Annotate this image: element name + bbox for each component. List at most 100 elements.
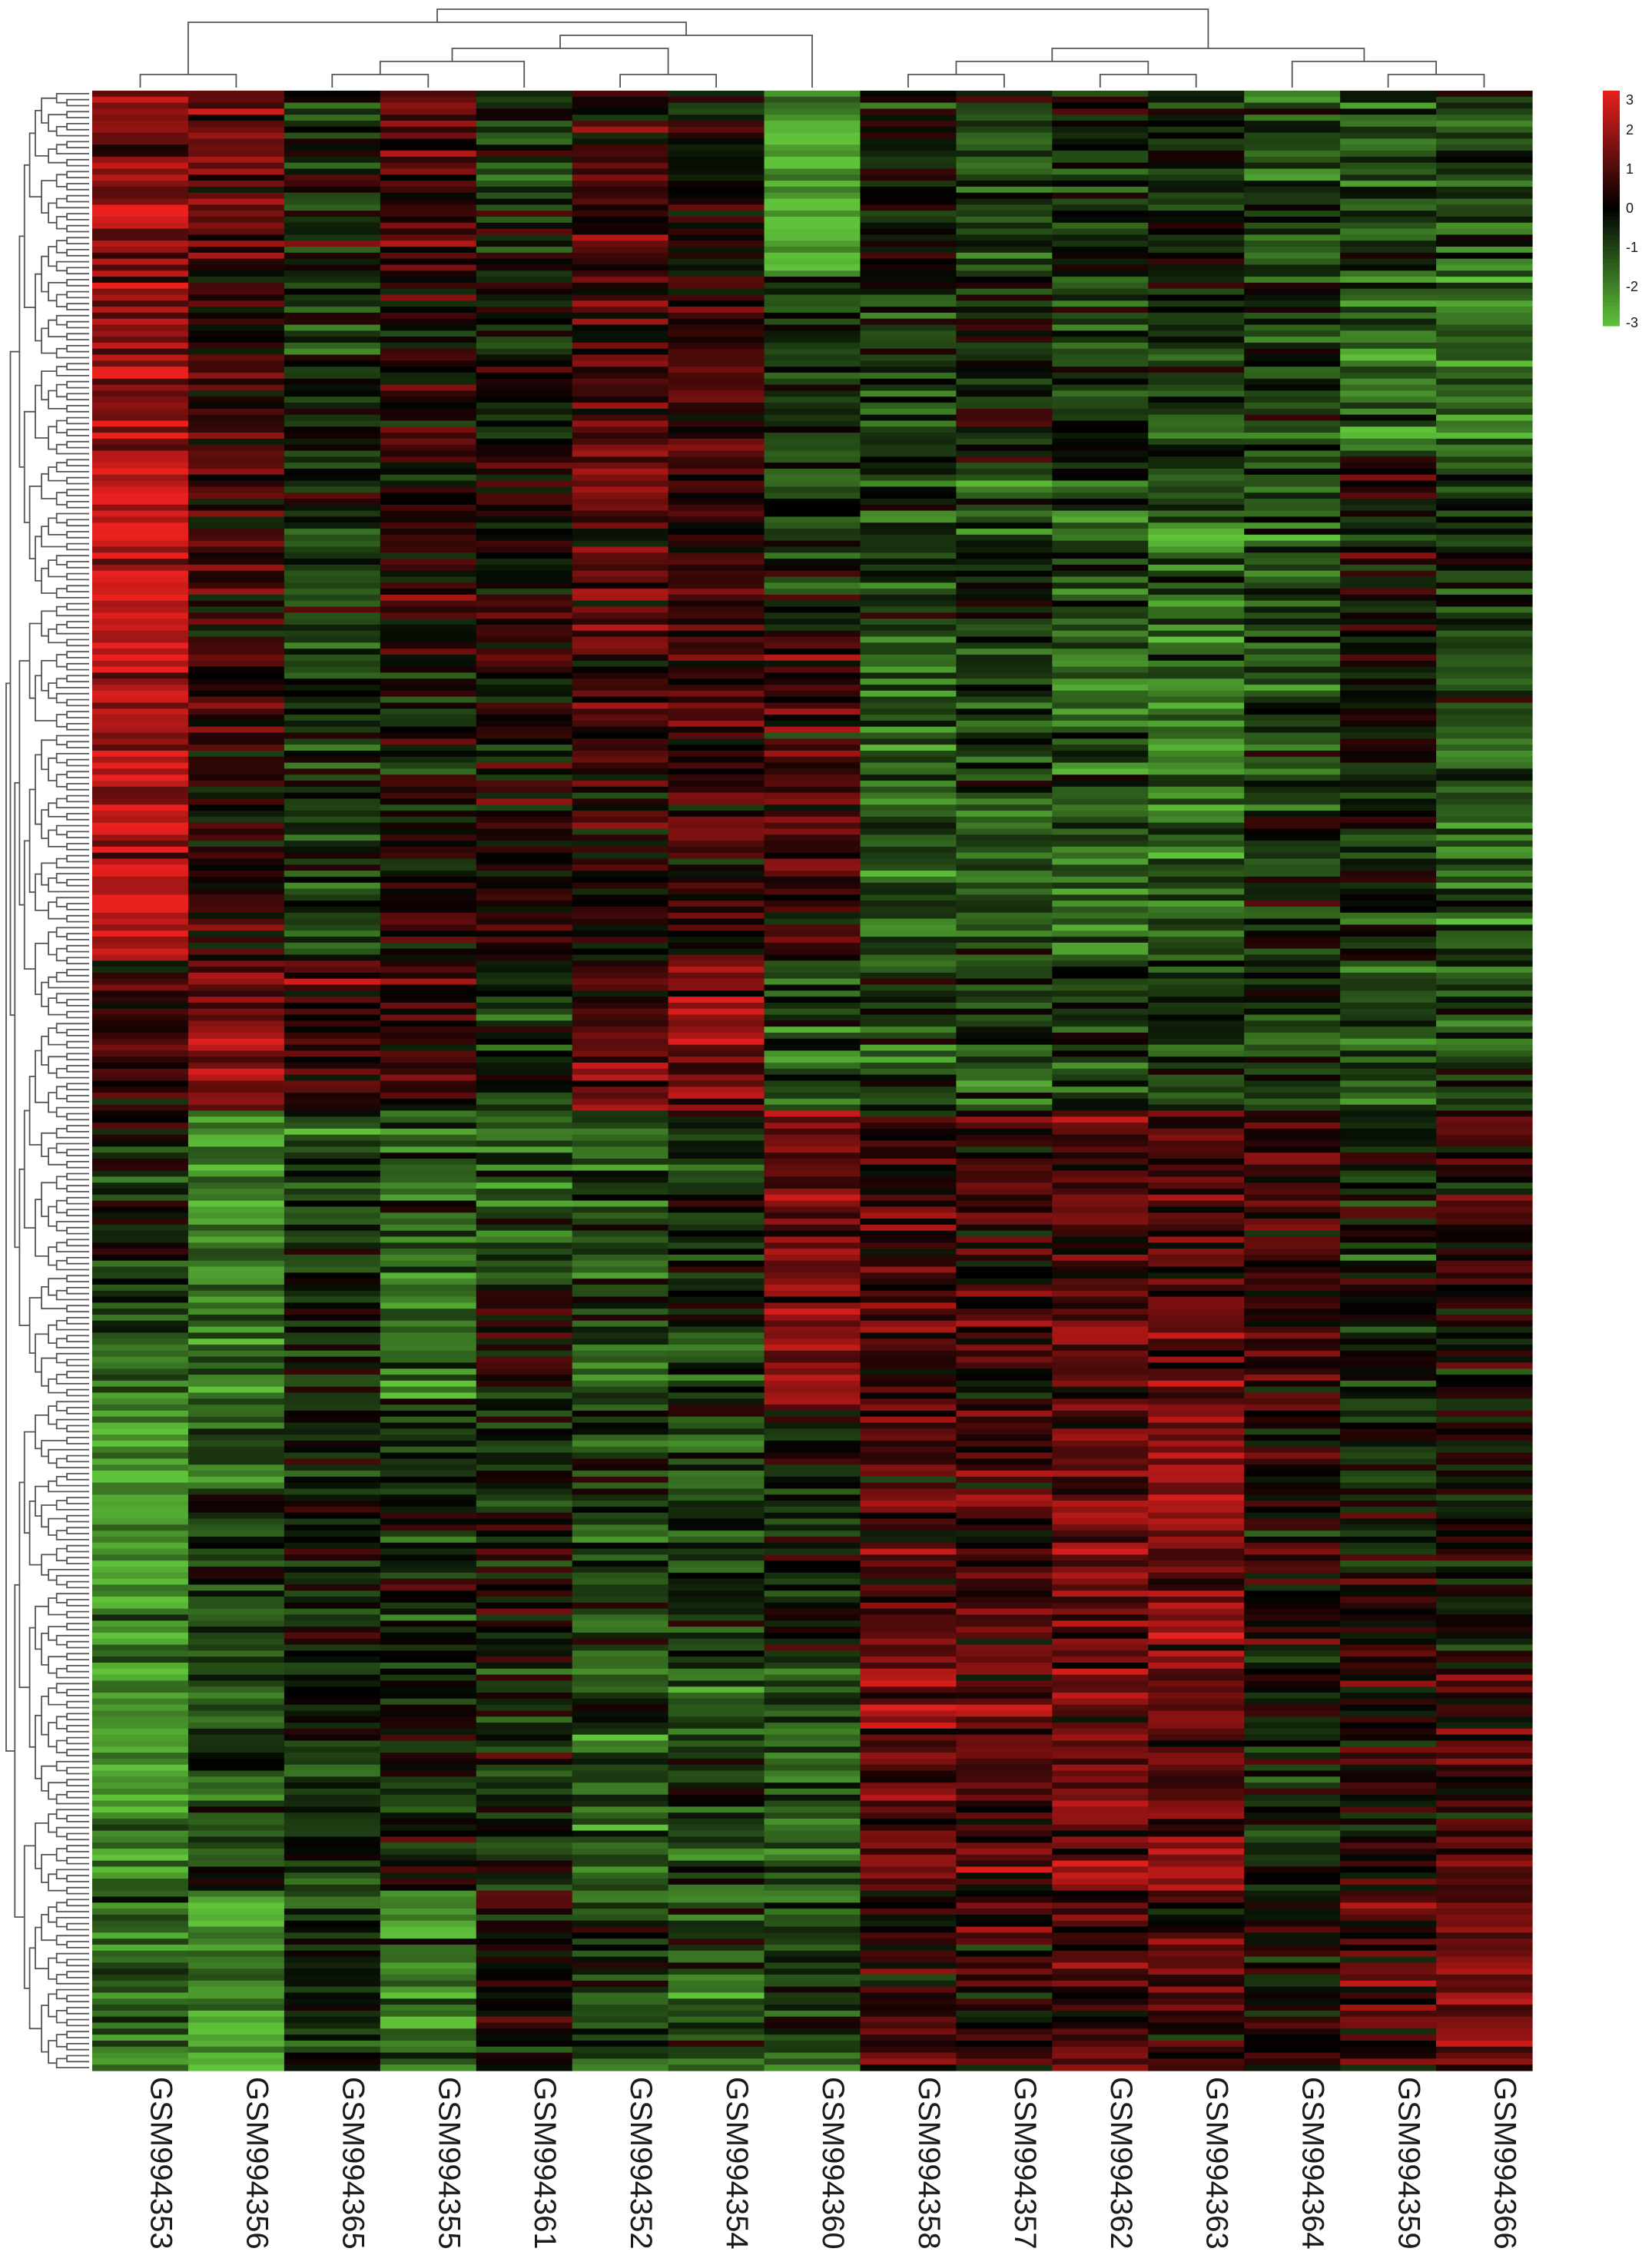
heatmap-cell <box>956 1686 1053 1693</box>
heatmap-cell <box>1148 894 1245 901</box>
heatmap-cell <box>668 715 765 721</box>
heatmap-cell <box>380 1753 477 1759</box>
heatmap-cell <box>380 1302 477 1309</box>
heatmap-cell <box>476 1038 573 1046</box>
heatmap-cell <box>956 337 1053 343</box>
heatmap-cell <box>572 1764 669 1772</box>
heatmap-cell <box>187 468 285 476</box>
heatmap-cell <box>1244 522 1341 529</box>
heatmap-cell <box>668 138 765 145</box>
heatmap-cell <box>380 559 477 565</box>
heatmap-cell <box>956 1128 1053 1136</box>
heatmap-cell <box>668 1753 765 1759</box>
heatmap-cell <box>284 1093 381 1099</box>
heatmap-cell <box>1148 1212 1245 1219</box>
heatmap-cell <box>380 1242 477 1249</box>
heatmap-cell <box>860 198 957 205</box>
heatmap-cell <box>860 468 957 476</box>
heatmap-cell <box>956 685 1053 691</box>
heatmap-cell <box>1148 696 1245 704</box>
heatmap-cell <box>1436 1308 1533 1315</box>
dendrogram-branch <box>55 240 68 254</box>
heatmap-cell <box>1052 408 1149 416</box>
heatmap-cell <box>668 1728 765 1736</box>
heatmap-cell <box>764 1278 861 1285</box>
heatmap-cell <box>92 1824 189 1832</box>
heatmap-cell <box>187 270 285 277</box>
heatmap-cell <box>1436 1896 1533 1903</box>
heatmap-cell <box>1436 559 1533 565</box>
heatmap-cell <box>668 1644 765 1651</box>
heatmap-cell <box>187 744 285 751</box>
heatmap-cell <box>1436 540 1533 548</box>
heatmap-cell <box>380 1693 477 1700</box>
heatmap-cell <box>1148 1014 1245 1022</box>
heatmap-cell <box>956 1266 1053 1273</box>
heatmap-cell <box>380 1932 477 1939</box>
heatmap-cell <box>860 504 957 512</box>
heatmap-cell <box>668 1567 765 1574</box>
heatmap-cell <box>1148 1782 1245 1789</box>
heatmap-cell <box>284 1693 381 1700</box>
heatmap-cell <box>1148 1614 1245 1621</box>
heatmap-cell <box>284 138 381 145</box>
heatmap-cell <box>1436 1753 1533 1759</box>
heatmap-cell <box>572 576 669 583</box>
heatmap-cell <box>187 792 285 800</box>
heatmap-cell <box>1052 708 1149 715</box>
heatmap-cell <box>860 1434 957 1441</box>
heatmap-cell <box>1340 762 1437 770</box>
heatmap-cell <box>1148 1734 1245 1742</box>
heatmap-cell <box>380 1920 477 1928</box>
heatmap-cell <box>476 672 573 679</box>
heatmap-cell <box>764 516 861 523</box>
heatmap-cell <box>1244 426 1341 433</box>
heatmap-cell <box>860 288 957 296</box>
dendrogram-branch <box>55 692 89 704</box>
heatmap-cell <box>476 871 573 877</box>
heatmap-cell <box>284 1656 381 1663</box>
heatmap-cell <box>284 228 381 236</box>
heatmap-cell <box>380 1728 477 1736</box>
heatmap-cell <box>1244 1152 1341 1159</box>
heatmap-cell <box>1340 1098 1437 1106</box>
heatmap-cell <box>860 240 957 247</box>
heatmap-cell <box>668 1866 765 1873</box>
heatmap-cell <box>1436 1830 1533 1838</box>
heatmap-cell <box>1244 151 1341 158</box>
heatmap-cell <box>1148 1518 1245 1525</box>
heatmap-cell <box>187 366 285 373</box>
heatmap-cell <box>668 1224 765 1232</box>
dendrogram-branch <box>55 714 68 728</box>
heatmap-cell <box>860 972 957 980</box>
heatmap-cell <box>187 1597 285 1603</box>
heatmap-cell <box>476 138 573 145</box>
heatmap-cell <box>956 522 1053 529</box>
heatmap-cell <box>1148 1063 1245 1069</box>
heatmap-cell <box>92 1788 189 1796</box>
heatmap-cell <box>764 1572 861 1580</box>
heatmap-cell <box>668 1740 765 1747</box>
heatmap-cell <box>572 1080 669 1087</box>
heatmap-cell <box>1052 114 1149 121</box>
heatmap-cell <box>380 1446 477 1454</box>
heatmap-cell <box>92 1476 189 1484</box>
heatmap-cell <box>764 1285 861 1292</box>
dendrogram-branch <box>66 158 89 167</box>
heatmap-cell <box>380 1819 477 1826</box>
heatmap-cell <box>1148 264 1245 271</box>
heatmap-cell <box>476 1632 573 1640</box>
heatmap-cell <box>380 1116 477 1123</box>
heatmap-cell <box>1244 864 1341 871</box>
heatmap-cell <box>92 1896 189 1903</box>
heatmap-cell <box>764 1740 861 1747</box>
heatmap-cell <box>92 876 189 884</box>
heatmap-cell <box>1244 486 1341 493</box>
heatmap-cell <box>476 91 573 98</box>
heatmap-cell <box>860 625 957 632</box>
heatmap-cell <box>764 1326 861 1334</box>
heatmap-cell <box>1436 294 1533 301</box>
heatmap-cell <box>956 1602 1053 1610</box>
heatmap-cell <box>476 1716 573 1723</box>
heatmap-cell <box>284 1554 381 1561</box>
